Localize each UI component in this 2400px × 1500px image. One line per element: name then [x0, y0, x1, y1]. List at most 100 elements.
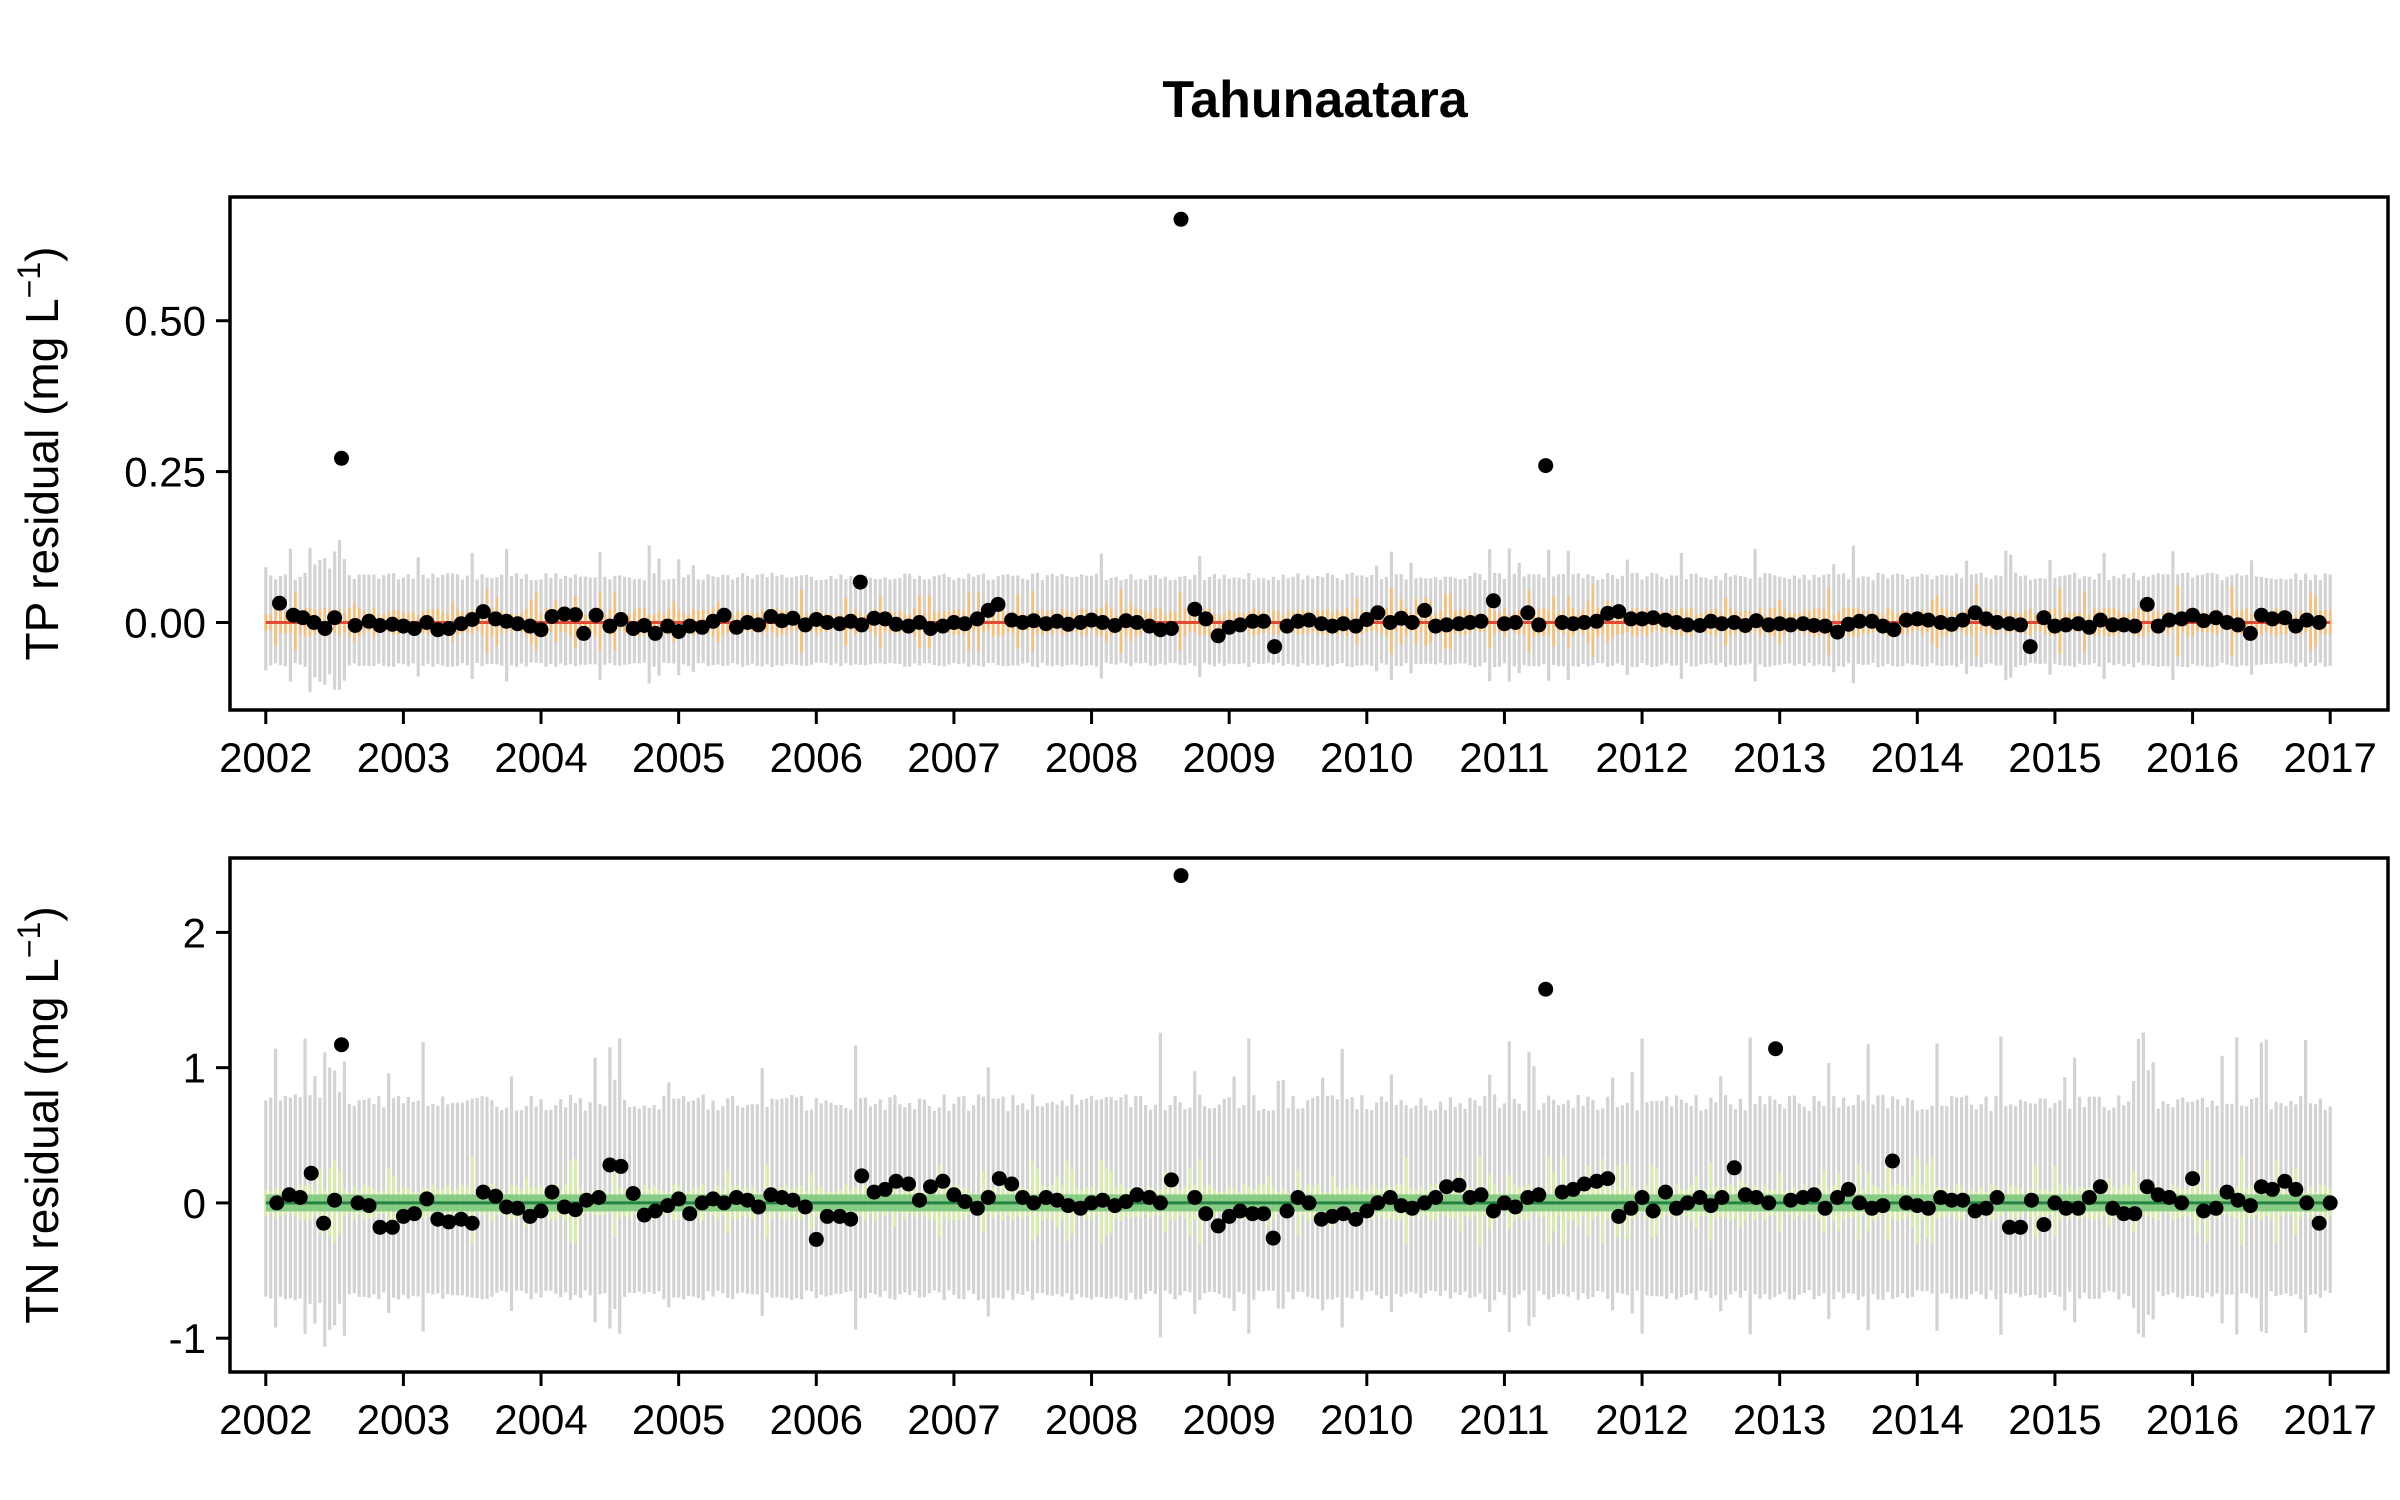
tp-y-axis-label-close: ): [16, 247, 68, 262]
tp-data-point: [1428, 618, 1444, 634]
tp-data-point: [1485, 593, 1501, 609]
tn-data-point: [384, 1219, 400, 1235]
tn-data-point: [2242, 1198, 2258, 1214]
tn-data-point: [2081, 1190, 2097, 1205]
tn-data-point: [1680, 1195, 1695, 1211]
tn-data-point: [2322, 1195, 2338, 1211]
tn-data-point: [1118, 1194, 1134, 1210]
tn-data-point: [901, 1176, 916, 1192]
tp-data-point: [1232, 617, 1248, 633]
tp-data-point: [1370, 605, 1386, 621]
tn-data-point: [499, 1199, 515, 1215]
tn-data-point: [785, 1192, 801, 1208]
tn-data-point: [419, 1191, 435, 1207]
tp-data-point: [372, 618, 388, 633]
tp-data-point: [1772, 616, 1788, 632]
tp-data-point: [682, 618, 698, 634]
tn-data-point: [854, 1168, 870, 1184]
tn-data-point: [2174, 1195, 2190, 1211]
tp-data-point: [1290, 613, 1306, 629]
tn-data-point: [1600, 1171, 1616, 1187]
tn-data-point: [361, 1198, 377, 1214]
tp-data-point: [1748, 613, 1764, 629]
tn-data-point: [2264, 1181, 2280, 1197]
chart-title: Tahunaatara: [1162, 71, 1468, 129]
tp-data-point: [1462, 615, 1478, 630]
tp-data-point: [567, 607, 583, 623]
tn-data-point: [1806, 1187, 1822, 1203]
tn-data-point: [1473, 1187, 1489, 1203]
tn-data-point: [1658, 1184, 1673, 1200]
tn-data-point: [808, 1231, 824, 1247]
tn-x-tick-label: 2008: [1045, 1396, 1138, 1443]
tp-data-point: [1714, 616, 1730, 632]
tp-data-point: [1404, 615, 1420, 630]
tp-data-point: [1335, 616, 1351, 632]
tp-data-point: [1520, 605, 1536, 621]
tn-data-point: [935, 1173, 951, 1189]
tn-x-tick-label: 2009: [1182, 1396, 1275, 1443]
tp-data-point: [1417, 602, 1433, 618]
tn-data-point: [1920, 1200, 1936, 1216]
tn-data-point: [1634, 1190, 1650, 1205]
tn-data-point: [2013, 1219, 2028, 1235]
tp-data-point: [1783, 617, 1799, 633]
tp-data-point: [1680, 617, 1695, 633]
tp-data-point: [2105, 617, 2121, 633]
tn-data-point: [1232, 1203, 1248, 1219]
tp-data-point: [1451, 616, 1467, 632]
tn-data-point: [613, 1158, 629, 1174]
tp-y-tick-label: 0.00: [124, 599, 206, 646]
tn-data-point: [923, 1179, 938, 1195]
tp-data-point: [1026, 613, 1042, 629]
tn-data-point: [303, 1165, 319, 1181]
tn-y-tick-label: 0: [183, 1180, 206, 1227]
tn-data-point: [1428, 1190, 1444, 1205]
tn-data-point: [1576, 1176, 1592, 1192]
tp-data-point: [406, 621, 422, 636]
tp-data-point: [2002, 616, 2017, 632]
tp-x-tick-label: 2003: [357, 734, 450, 781]
tn-data-point: [1049, 1192, 1065, 1208]
tn-y-tick-label: 2: [183, 909, 206, 956]
tn-data-point: [1152, 1195, 1168, 1211]
tn-data-point: [740, 1192, 755, 1208]
tn-data-point: [2047, 1195, 2063, 1211]
tp-x-tick-label: 2013: [1733, 734, 1826, 781]
tp-data-point: [1152, 622, 1168, 638]
tp-data-point: [1198, 611, 1214, 627]
tn-x-tick-label: 2010: [1320, 1396, 1413, 1443]
tn-data-point: [2105, 1200, 2121, 1216]
tp-x-tick-label: 2007: [907, 734, 1000, 781]
tp-data-point: [317, 621, 333, 636]
tn-data-point: [2288, 1181, 2304, 1197]
tn-data-point: [441, 1214, 457, 1230]
tp-data-point: [888, 616, 904, 632]
tn-data-point: [292, 1190, 308, 1205]
tn-data-point: [327, 1192, 343, 1208]
tp-data-point: [2013, 617, 2028, 633]
tn-data-point: [2139, 1179, 2155, 1195]
tp-y-axis-label-text: TP residual (mg L: [16, 298, 68, 660]
tn-data-point: [1955, 1192, 1971, 1208]
tn-data-point: [1748, 1190, 1764, 1205]
tp-data-point: [912, 615, 927, 630]
tn-data-point: [1245, 1206, 1261, 1222]
tn-data-point: [1348, 1211, 1364, 1227]
tp-data-point: [852, 574, 868, 590]
tp-data-point: [327, 610, 343, 626]
tp-data-point: [2036, 610, 2052, 626]
tn-data-point: [1875, 1198, 1891, 1214]
tp-data-point: [533, 622, 549, 638]
tp-data-point: [990, 596, 1006, 612]
tp-data-point: [1507, 615, 1523, 630]
tn-points: [269, 868, 2338, 1247]
tn-data-point: [1768, 1041, 1784, 1057]
tn-data-point: [488, 1188, 504, 1204]
tp-data-point: [1187, 601, 1203, 617]
tn-y-tick-label: -1: [169, 1315, 206, 1362]
tn-y-tick-label: 1: [183, 1045, 206, 1092]
tn-x-tick-label: 2014: [1871, 1396, 1964, 1443]
tp-data-point: [969, 611, 985, 627]
